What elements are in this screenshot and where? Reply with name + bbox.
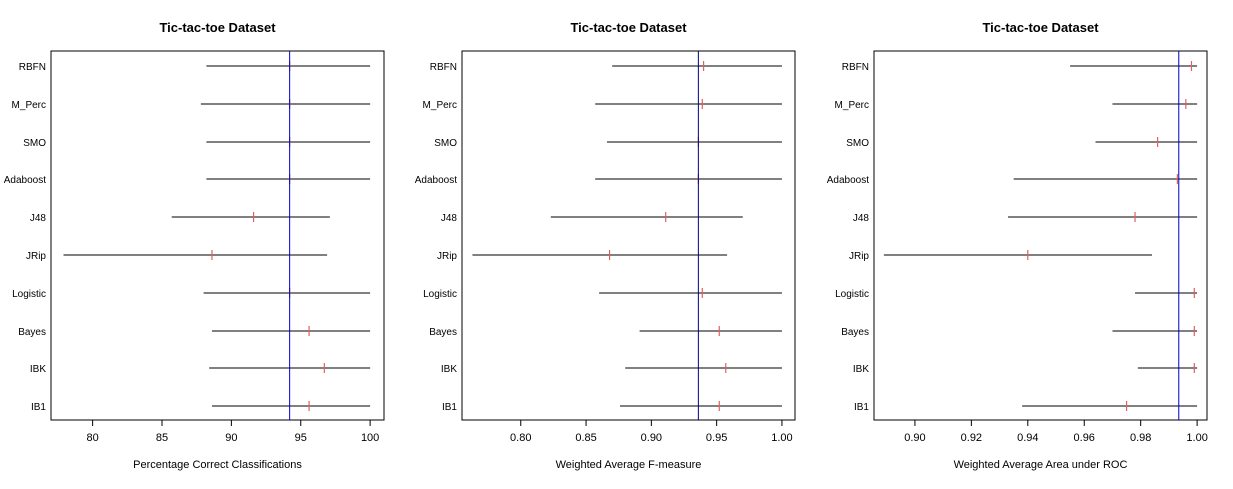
category-label: IB1 [854, 402, 869, 413]
category-label: RBFN [842, 62, 869, 73]
category-label: J48 [30, 213, 47, 224]
category-label: Logistic [423, 289, 457, 300]
category-label: RBFN [430, 62, 457, 73]
x-tick-label: 0.94 [1017, 432, 1038, 444]
chart-panel-3: Tic-tac-toe Dataset Weighted Average Area… [827, 20, 1208, 471]
x-tick-label: 0.96 [1074, 432, 1095, 444]
x-tick-label: 0.85 [575, 432, 596, 444]
category-label: Adaboost [415, 175, 457, 186]
category-label: IBK [441, 364, 457, 375]
category-label: M_Perc [423, 100, 457, 111]
x-tick-label: 0.90 [641, 432, 662, 444]
category-label: SMO [846, 138, 869, 149]
x-axis-label: Weighted Average F-measure [556, 459, 702, 471]
category-label: M_Perc [835, 100, 869, 111]
x-tick-label: 0.90 [904, 432, 925, 444]
chart-title: Tic-tac-toe Dataset [159, 20, 276, 35]
x-tick-label: 85 [156, 432, 168, 444]
category-label: Adaboost [827, 175, 869, 186]
category-label: Logistic [12, 289, 46, 300]
plot-frame [50, 50, 385, 421]
category-label: IB1 [442, 402, 457, 413]
chart-title: Tic-tac-toe Dataset [982, 20, 1099, 35]
x-tick-label: 0.95 [706, 432, 727, 444]
category-label: JRip [849, 251, 869, 262]
x-axis-label: Weighted Average Area under ROC [954, 459, 1128, 471]
category-label: Bayes [429, 327, 457, 338]
chart-panel-1: Tic-tac-toe Dataset Percentage Correct Cl… [4, 20, 385, 471]
category-label: IB1 [31, 402, 46, 413]
chart-panel-2: Tic-tac-toe Dataset Weighted Average F-me… [415, 20, 796, 471]
category-label: Bayes [18, 327, 46, 338]
x-tick-label: 1.00 [1186, 432, 1207, 444]
x-tick-label: 95 [295, 432, 307, 444]
category-label: Bayes [841, 327, 869, 338]
category-label: JRip [26, 251, 46, 262]
plot-frame [873, 50, 1208, 421]
category-label: IBK [30, 364, 46, 375]
x-tick-label: 0.80 [510, 432, 531, 444]
category-label: M_Perc [12, 100, 46, 111]
x-tick-label: 100 [361, 432, 379, 444]
category-label: J48 [853, 213, 870, 224]
x-axis-label: Percentage Correct Classifications [133, 459, 302, 471]
chart-title: Tic-tac-toe Dataset [570, 20, 687, 35]
category-label: IBK [853, 364, 869, 375]
x-tick-label: 0.98 [1130, 432, 1151, 444]
x-tick-label: 90 [225, 432, 237, 444]
category-label: JRip [437, 251, 457, 262]
plot-frame [461, 50, 796, 421]
category-label: J48 [441, 213, 458, 224]
x-tick-label: 0.92 [961, 432, 982, 444]
x-tick-label: 80 [87, 432, 99, 444]
x-tick-label: 1.00 [771, 432, 792, 444]
category-label: RBFN [19, 62, 46, 73]
category-label: SMO [434, 138, 457, 149]
category-label: Logistic [835, 289, 869, 300]
category-label: Adaboost [4, 175, 46, 186]
category-label: SMO [23, 138, 46, 149]
